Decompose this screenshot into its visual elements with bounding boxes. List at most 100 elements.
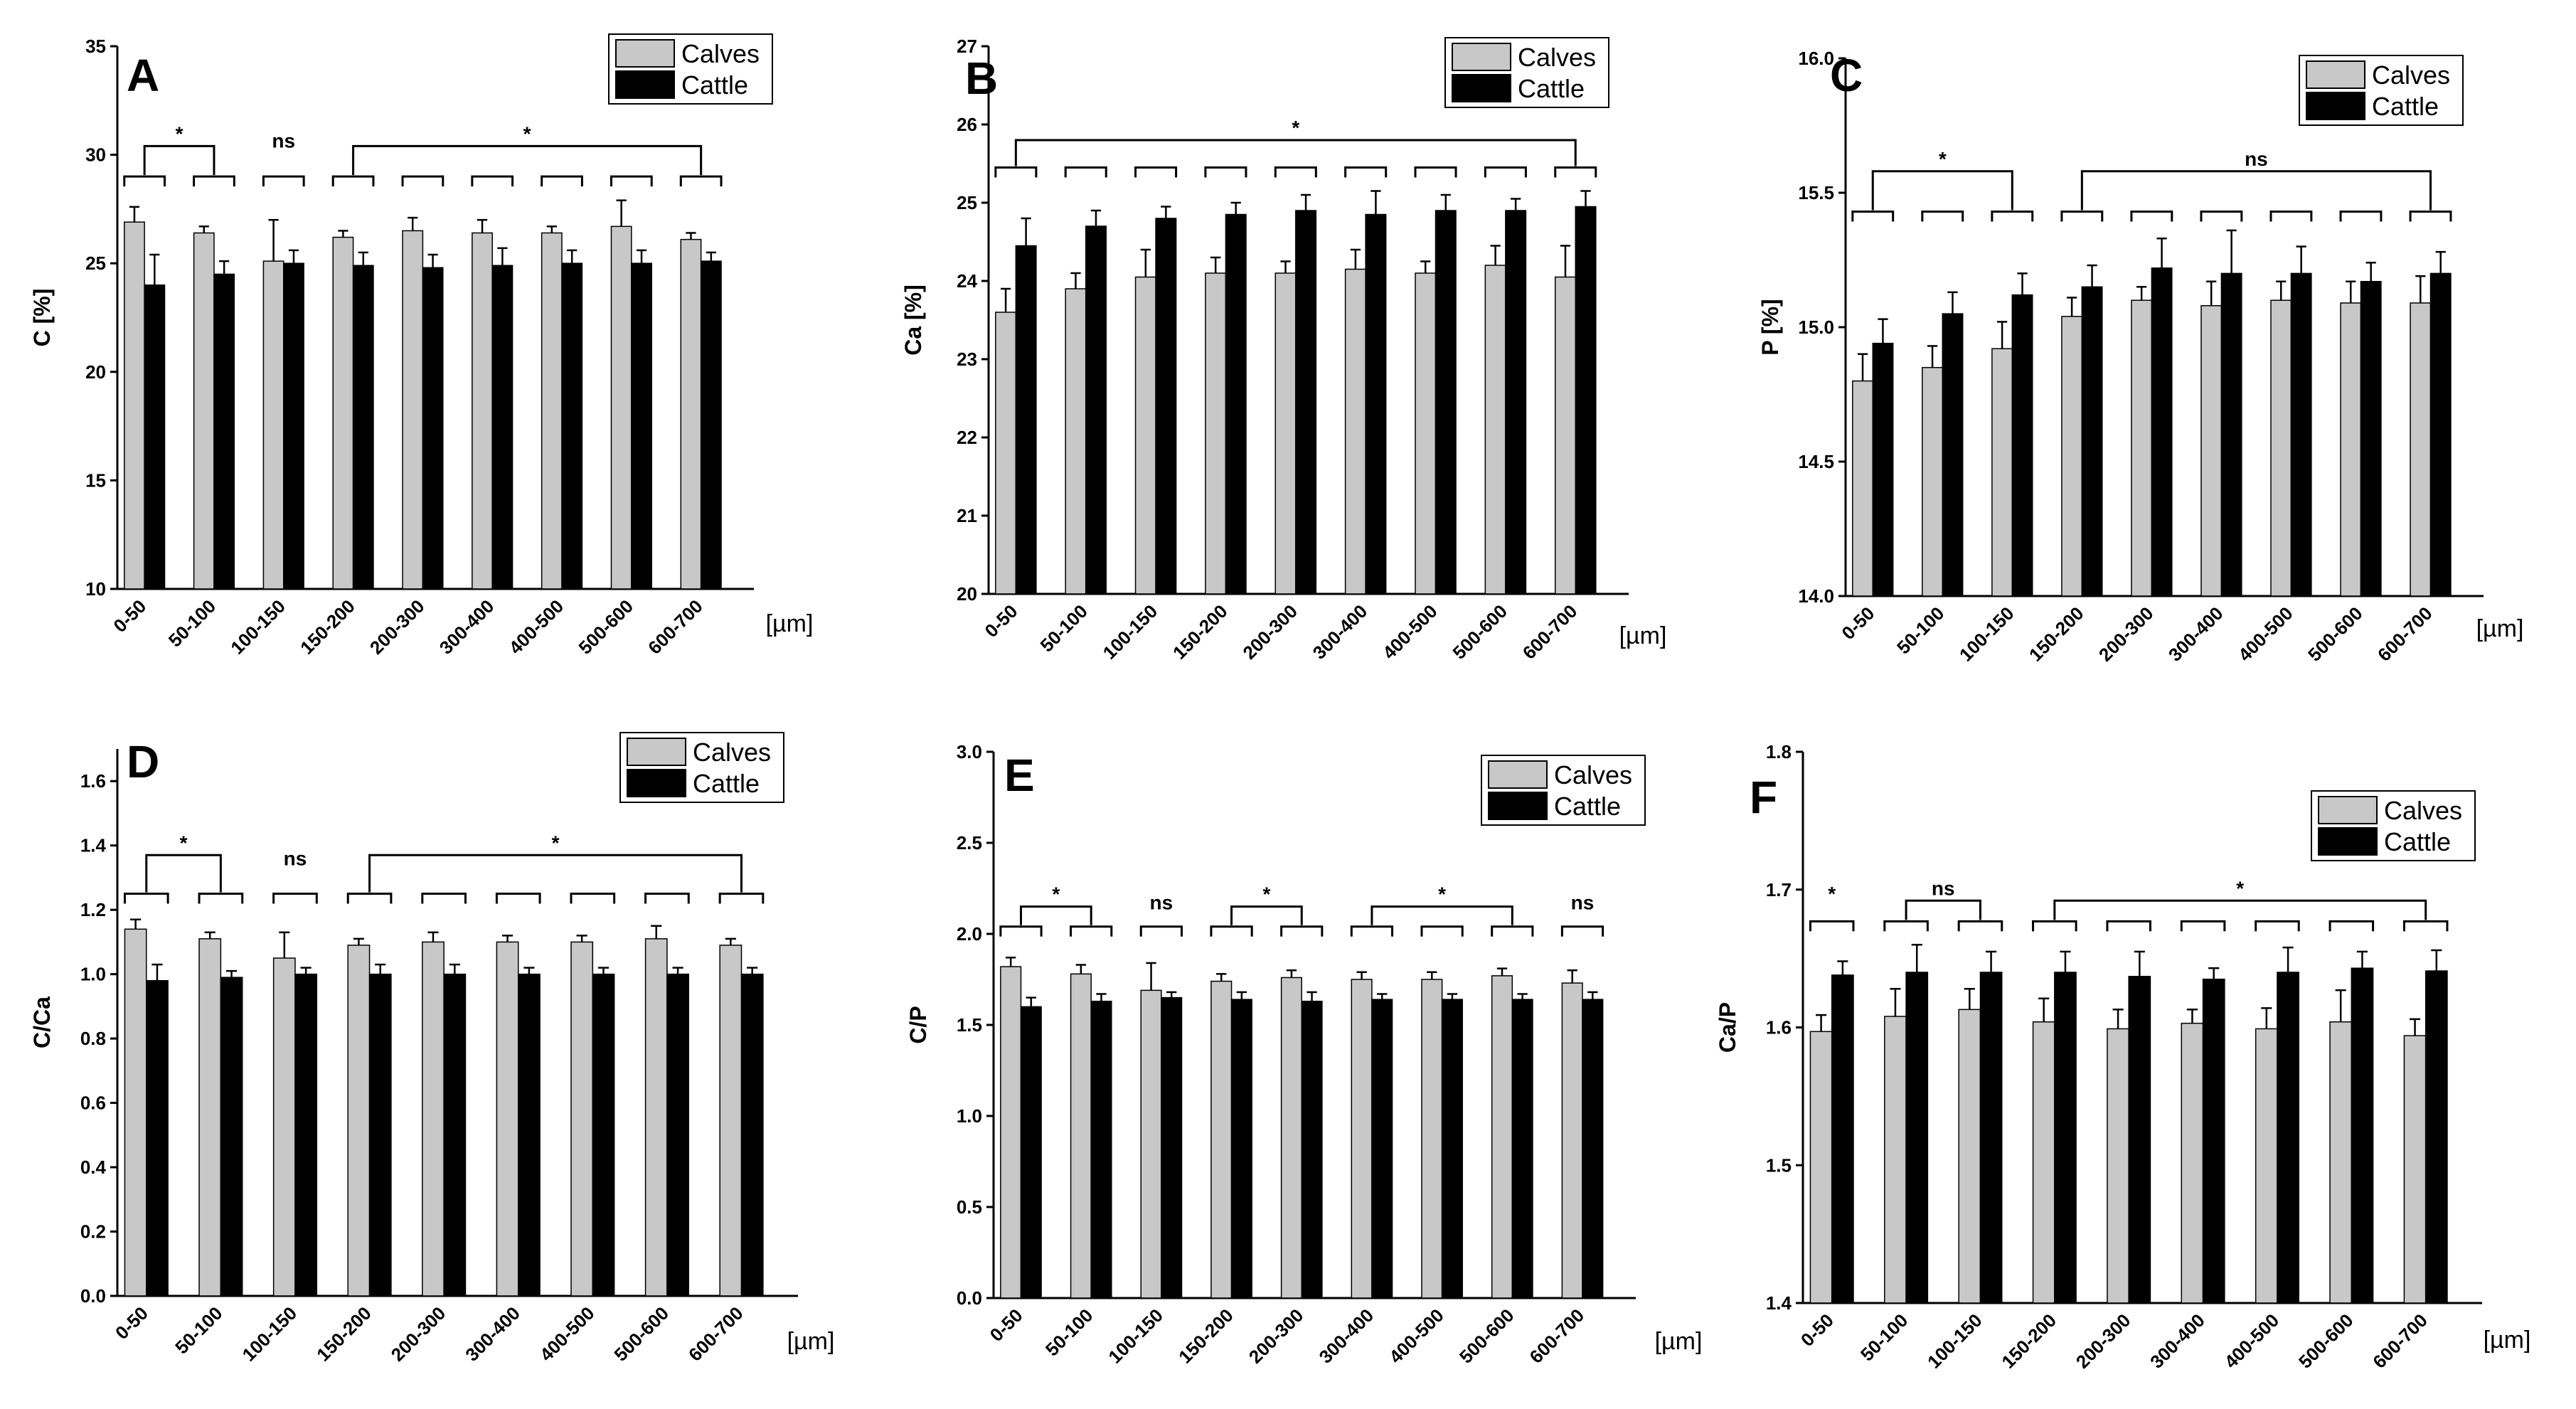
pair-bracket xyxy=(1921,210,1964,222)
significance-label: ns xyxy=(1571,891,1595,913)
legend-swatch-calves xyxy=(627,738,686,766)
cattle-bar xyxy=(1020,1006,1042,1299)
pair-bracket xyxy=(1883,920,1929,932)
calves-bar xyxy=(1852,380,1873,597)
pair-bracket xyxy=(1274,166,1317,178)
y-tick-label: 0.2 xyxy=(80,1221,106,1243)
calves-bar xyxy=(995,312,1017,595)
legend-swatch-calves xyxy=(1488,760,1548,789)
cattle-bar xyxy=(592,973,615,1297)
significance-bracket xyxy=(1871,170,2013,211)
cattle-bar xyxy=(1511,999,1533,1299)
calves-bar xyxy=(1991,348,2013,597)
calves-bar xyxy=(332,236,354,590)
pair-bracket xyxy=(2402,920,2449,932)
y-tick-label: 1.4 xyxy=(1766,1292,1792,1314)
pair-bracket xyxy=(401,175,445,187)
x-unit-label: [µm] xyxy=(1655,1328,1703,1355)
y-tick-label: 0.4 xyxy=(80,1157,107,1178)
calves-bar xyxy=(1958,1009,1981,1304)
pair-bracket xyxy=(331,175,375,187)
calves-bar xyxy=(1922,366,1944,597)
pair-bracket xyxy=(262,175,305,187)
cattle-bar xyxy=(561,262,583,590)
calves-bar xyxy=(2131,299,2153,597)
y-tick-label: 21 xyxy=(957,505,977,526)
calves-bar xyxy=(2329,1021,2353,1304)
y-tick-label: 1.5 xyxy=(957,1014,982,1036)
cattle-bar xyxy=(631,262,652,590)
cattle-bar xyxy=(2290,272,2312,597)
y-tick-label: 20 xyxy=(85,361,106,383)
pair-bracket xyxy=(994,166,1038,178)
calves-bar xyxy=(1065,288,1087,595)
calves-bar xyxy=(1491,975,1513,1299)
cattle-bar xyxy=(352,265,374,590)
pair-bracket xyxy=(570,893,616,904)
y-axis-label: Ca/P xyxy=(1715,1002,1740,1053)
legend-label-calves: Calves xyxy=(1518,43,1596,72)
cattle-bar xyxy=(1161,996,1183,1299)
calves-bar xyxy=(2410,302,2432,597)
pair-bracket xyxy=(1809,920,1855,932)
calves-bar xyxy=(2200,305,2223,597)
legend-label-cattle: Cattle xyxy=(2384,827,2451,856)
calves-bar xyxy=(541,232,563,590)
pair-bracket xyxy=(1851,210,1895,222)
significance-bracket xyxy=(368,854,743,893)
cattle-bar xyxy=(1942,313,1964,597)
pair-bracket xyxy=(1139,925,1183,937)
calves-bar xyxy=(1000,966,1022,1299)
cattle-bar xyxy=(2277,972,2299,1304)
cattle-bar xyxy=(146,979,169,1297)
y-tick-label: 23 xyxy=(957,349,977,370)
significance-bracket xyxy=(2053,899,2427,920)
calves-bar xyxy=(124,221,145,590)
y-tick-label: 1.8 xyxy=(1766,741,1792,762)
y-tick-label: 3.0 xyxy=(957,741,982,762)
calves-bar xyxy=(1809,1031,1833,1304)
pair-bracket xyxy=(2180,920,2226,932)
pair-bracket xyxy=(1484,166,1527,178)
panel-c: 14.014.515.015.516.0P [%]C0-50 50-100 100-… xyxy=(1757,48,2523,666)
y-tick-label: 1.6 xyxy=(1766,1017,1792,1038)
cattle-bar xyxy=(1015,245,1037,595)
calves-bar xyxy=(193,232,215,590)
pair-bracket xyxy=(1210,925,1253,937)
legend-swatch-cattle xyxy=(1488,792,1548,820)
significance-bracket xyxy=(1019,905,1092,925)
pair-bracket xyxy=(2200,210,2243,222)
cattle-bar xyxy=(294,973,318,1297)
calves-bar xyxy=(644,938,668,1297)
calves-bar xyxy=(198,938,222,1297)
pair-bracket xyxy=(1560,925,1604,937)
pair-bracket xyxy=(1414,166,1457,178)
panel-letter: B xyxy=(965,53,998,104)
pair-bracket xyxy=(346,893,393,904)
significance-label: * xyxy=(176,122,183,144)
y-tick-label: 15 xyxy=(85,469,106,491)
significance-bracket xyxy=(2080,170,2432,211)
calves-bar xyxy=(2270,299,2292,597)
y-tick-label: 0.6 xyxy=(80,1092,106,1114)
cattle-bar xyxy=(213,273,235,590)
cattle-bar xyxy=(2011,294,2033,597)
y-tick-label: 1.5 xyxy=(1766,1154,1792,1176)
pair-bracket xyxy=(1420,925,1464,937)
pair-bracket xyxy=(123,175,166,187)
calves-bar xyxy=(719,945,743,1297)
pair-bracket xyxy=(123,893,169,904)
calves-bar xyxy=(1140,989,1162,1299)
y-tick-label: 1.7 xyxy=(1766,879,1792,900)
cattle-bar xyxy=(1090,1000,1112,1299)
legend: Calves Cattle xyxy=(1481,755,1646,826)
y-tick-label: 0.0 xyxy=(957,1287,982,1309)
significance-label: ns xyxy=(284,847,307,869)
legend-swatch-cattle xyxy=(615,70,675,99)
cattle-bar xyxy=(740,973,764,1297)
cattle-bar xyxy=(2429,272,2452,597)
pair-bracket xyxy=(2060,210,2104,222)
significance-label: * xyxy=(1939,148,1947,170)
calves-bar xyxy=(1554,276,1576,595)
cattle-bar xyxy=(144,284,166,590)
